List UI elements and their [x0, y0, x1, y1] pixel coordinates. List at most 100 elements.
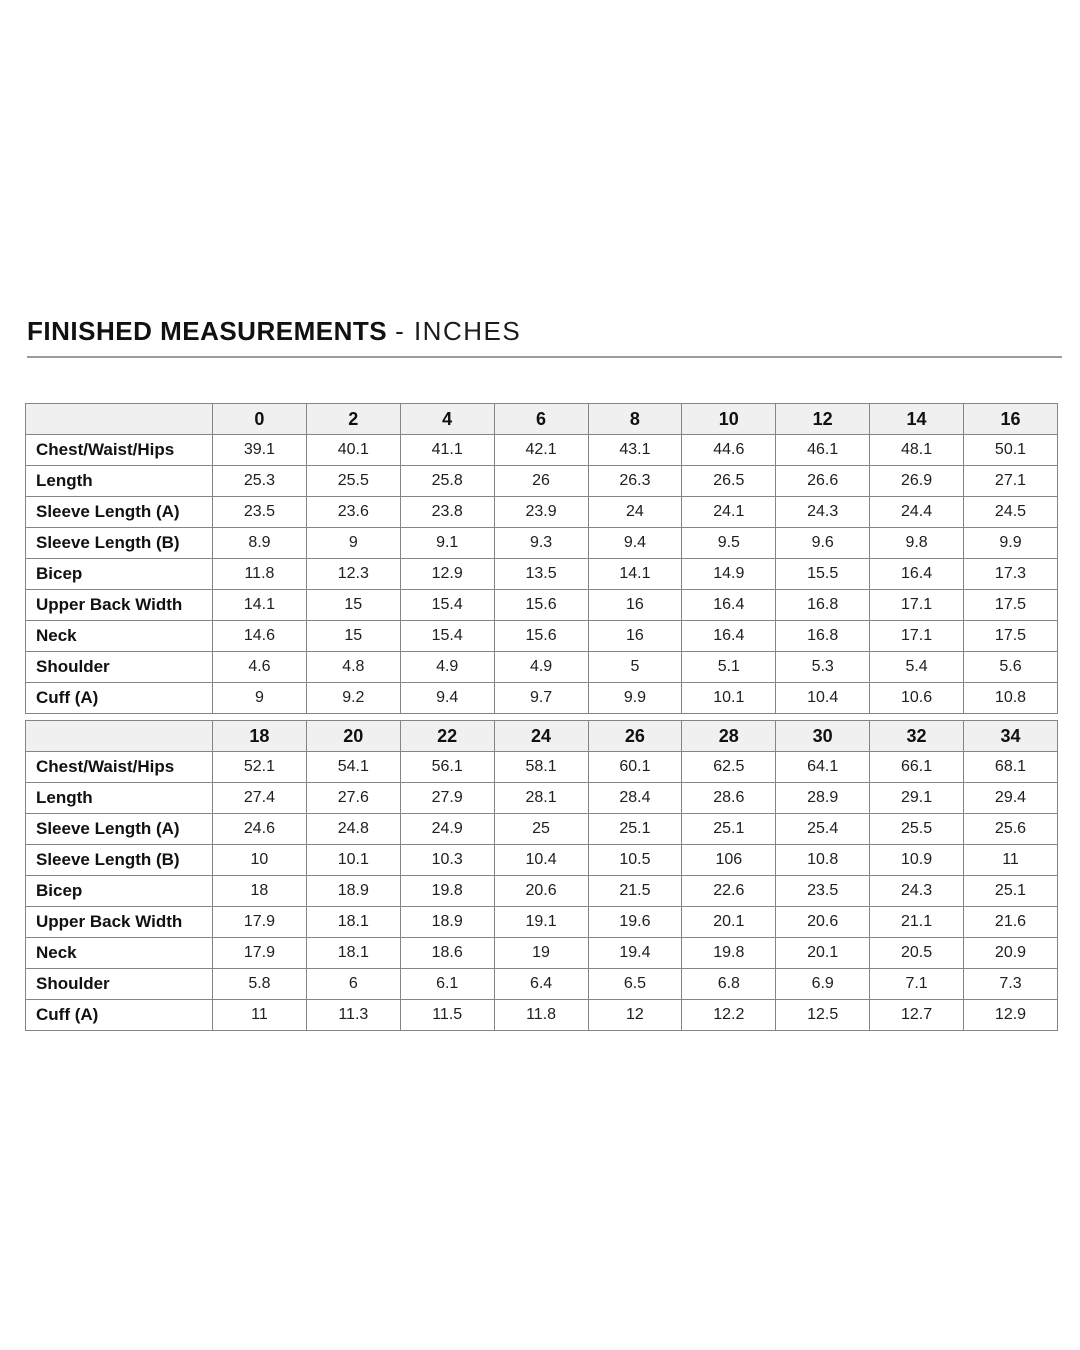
value-cell: 19.8 — [399, 875, 495, 907]
value-cell: 6 — [305, 968, 401, 1000]
page-title-unit: - INCHES — [395, 316, 522, 346]
value-cell: 56.1 — [399, 751, 495, 783]
value-cell: 14.9 — [681, 558, 777, 590]
row-label-cell: Chest/Waist/Hips — [25, 434, 213, 466]
measurement-row: Upper Back Width 14.1 15 15.4 15.6 16 16.4 16.8… — [25, 589, 1058, 621]
value-cell: 9.1 — [399, 527, 495, 559]
value-cell: 10.3 — [399, 844, 495, 876]
value-cell: 4.8 — [305, 651, 401, 683]
value-cell: 17.1 — [869, 589, 964, 621]
value-cell: 14.6 — [212, 620, 307, 652]
value-cell: 9.7 — [493, 682, 589, 714]
value-cell: 106 — [681, 844, 777, 876]
size-header-cell: 26 — [587, 720, 683, 752]
value-cell: 16 — [587, 589, 683, 621]
value-cell: 28.1 — [493, 782, 589, 814]
value-cell: 26.9 — [869, 465, 964, 497]
row-label-cell: Bicep — [25, 875, 213, 907]
value-cell: 6.8 — [681, 968, 777, 1000]
value-cell: 15.4 — [399, 620, 495, 652]
measurement-row: Cuff (A) 11 11.3 11.5 11.8 12 12.2 12.5 12.7 12.9 — [25, 999, 1058, 1031]
value-cell: 11.5 — [399, 999, 495, 1031]
value-cell: 24.5 — [963, 496, 1058, 528]
title-divider — [27, 356, 1062, 358]
size-header-cell: 14 — [869, 403, 964, 435]
value-cell: 18 — [212, 875, 307, 907]
value-cell: 10.8 — [775, 844, 871, 876]
value-cell: 11.8 — [493, 999, 589, 1031]
value-cell: 24 — [587, 496, 683, 528]
value-cell: 18.1 — [305, 937, 401, 969]
measurements-table-sizes-18-34: 18 20 22 24 26 28 30 32 34 Chest/Waist/Hips 52.1 54… — [25, 720, 1058, 1031]
value-cell: 9 — [212, 682, 307, 714]
size-header-cell: 16 — [963, 403, 1058, 435]
page-title-main: FINISHED MEASUREMENTS — [27, 316, 388, 346]
size-header-cell: 20 — [305, 720, 401, 752]
value-cell: 15.5 — [775, 558, 871, 590]
value-cell: 25.5 — [869, 813, 964, 845]
measurement-row: Neck 14.6 15 15.4 15.6 16 16.4 16.8 17.1 17.5 — [25, 620, 1058, 652]
value-cell: 14.1 — [587, 558, 683, 590]
value-cell: 9 — [305, 527, 401, 559]
corner-cell — [25, 720, 213, 752]
value-cell: 17.9 — [212, 906, 307, 938]
value-cell: 28.4 — [587, 782, 683, 814]
value-cell: 23.8 — [399, 496, 495, 528]
value-cell: 29.4 — [963, 782, 1058, 814]
value-cell: 24.3 — [869, 875, 964, 907]
value-cell: 58.1 — [493, 751, 589, 783]
value-cell: 24.6 — [212, 813, 307, 845]
value-cell: 11.8 — [212, 558, 307, 590]
value-cell: 5 — [587, 651, 683, 683]
value-cell: 6.5 — [587, 968, 683, 1000]
value-cell: 25.8 — [399, 465, 495, 497]
value-cell: 26 — [493, 465, 589, 497]
value-cell: 20.9 — [963, 937, 1058, 969]
value-cell: 48.1 — [869, 434, 964, 466]
value-cell: 19.4 — [587, 937, 683, 969]
row-label-cell: Shoulder — [25, 968, 213, 1000]
value-cell: 26.3 — [587, 465, 683, 497]
value-cell: 13.5 — [493, 558, 589, 590]
row-label-cell: Upper Back Width — [25, 906, 213, 938]
value-cell: 11 — [212, 999, 307, 1031]
row-label-cell: Sleeve Length (A) — [25, 496, 213, 528]
value-cell: 22.6 — [681, 875, 777, 907]
row-label-cell: Upper Back Width — [25, 589, 213, 621]
value-cell: 50.1 — [963, 434, 1058, 466]
value-cell: 52.1 — [212, 751, 307, 783]
size-header-cell: 34 — [963, 720, 1058, 752]
value-cell: 12.2 — [681, 999, 777, 1031]
value-cell: 23.9 — [493, 496, 589, 528]
value-cell: 21.1 — [869, 906, 964, 938]
value-cell: 15.6 — [493, 620, 589, 652]
value-cell: 4.6 — [212, 651, 307, 683]
value-cell: 62.5 — [681, 751, 777, 783]
value-cell: 25 — [493, 813, 589, 845]
value-cell: 46.1 — [775, 434, 871, 466]
value-cell: 23.5 — [212, 496, 307, 528]
size-header-cell: 24 — [493, 720, 589, 752]
value-cell: 19.8 — [681, 937, 777, 969]
value-cell: 64.1 — [775, 751, 871, 783]
value-cell: 40.1 — [305, 434, 401, 466]
value-cell: 60.1 — [587, 751, 683, 783]
measurement-row: Upper Back Width 17.9 18.1 18.9 19.1 19.6 20.1… — [25, 906, 1058, 938]
value-cell: 18.9 — [399, 906, 495, 938]
value-cell: 27.6 — [305, 782, 401, 814]
measurement-row: Length 27.4 27.6 27.9 28.1 28.4 28.6 28.9 29.1 29… — [25, 782, 1058, 814]
value-cell: 24.9 — [399, 813, 495, 845]
value-cell: 25.3 — [212, 465, 307, 497]
row-label-cell: Cuff (A) — [25, 999, 213, 1031]
value-cell: 10.6 — [869, 682, 964, 714]
value-cell: 9.6 — [775, 527, 871, 559]
row-label-cell: Shoulder — [25, 651, 213, 683]
value-cell: 16.4 — [681, 620, 777, 652]
measurement-row: Shoulder 4.6 4.8 4.9 4.9 5 5.1 5.3 5.4 5.6 — [25, 651, 1058, 683]
size-header-cell: 2 — [305, 403, 401, 435]
value-cell: 16.4 — [681, 589, 777, 621]
value-cell: 42.1 — [493, 434, 589, 466]
value-cell: 44.6 — [681, 434, 777, 466]
value-cell: 19.1 — [493, 906, 589, 938]
value-cell: 25.1 — [587, 813, 683, 845]
